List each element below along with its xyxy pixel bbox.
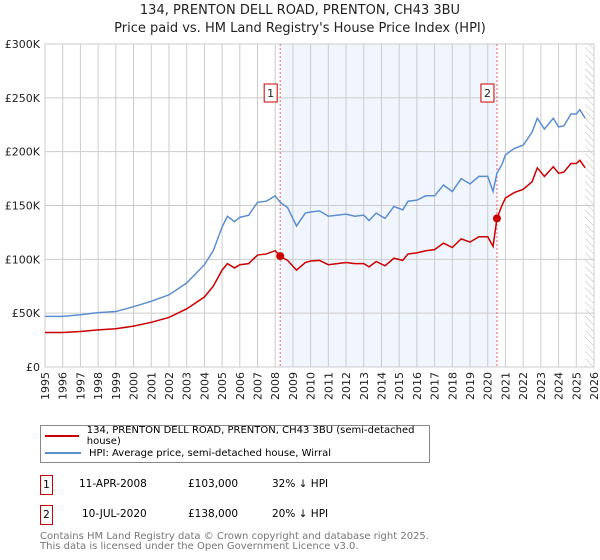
sale-label: 1 xyxy=(267,87,274,100)
y-tick-label: £0 xyxy=(26,361,40,374)
x-tick-label: 1997 xyxy=(74,372,87,400)
x-tick-label: 2015 xyxy=(393,372,406,400)
x-tick-label: 2026 xyxy=(588,372,600,400)
x-tick-label: 2023 xyxy=(535,372,548,400)
footer-licence: This data is licensed under the Open Gov… xyxy=(40,541,359,552)
x-tick-label: 1998 xyxy=(92,372,105,400)
x-tick-label: 2000 xyxy=(128,372,141,400)
x-tick-label: 2016 xyxy=(411,372,424,400)
legend-item-hpi: HPI: Average price, semi-detached house,… xyxy=(45,445,331,461)
price-chart: 1995 1996 1997 1998 1999 2000 2001 2002 2003 2004… xyxy=(5,38,600,400)
sale-marker-badge: 1 xyxy=(40,475,53,495)
sale-delta: 32% ↓ HPI xyxy=(272,478,329,490)
x-tick-label: 2021 xyxy=(499,372,512,400)
sale-price: £138,000 xyxy=(188,508,239,520)
red-line-swatch xyxy=(45,435,79,437)
hpi-line xyxy=(45,108,586,318)
x-tick-label: 2012 xyxy=(340,372,353,400)
sale-label: 2 xyxy=(484,87,491,100)
price-paid-line xyxy=(45,159,586,334)
y-tick-label: £100K xyxy=(5,253,41,266)
legend-item-property: 134, PRENTON DELL ROAD, PRENTON, CH43 3B… xyxy=(45,425,429,447)
x-tick-label: 2017 xyxy=(429,372,442,400)
plot-frame xyxy=(44,43,595,368)
sale-date: 11-APR-2008 xyxy=(79,478,147,490)
x-tick-label: 2008 xyxy=(269,372,282,400)
x-tick-label: 2022 xyxy=(517,372,530,400)
x-tick-label: 2013 xyxy=(358,372,371,400)
sale-price: £103,000 xyxy=(188,478,239,490)
sale-marker-badge: 2 xyxy=(40,505,53,525)
sale-date: 10-JUL-2020 xyxy=(82,508,147,520)
y-tick-label: £200K xyxy=(5,146,41,159)
y-tick-label: £150K xyxy=(5,200,41,213)
x-tick-label: 2007 xyxy=(252,372,265,400)
blue-line-swatch xyxy=(45,452,81,454)
x-tick-label: 1999 xyxy=(110,372,123,400)
x-tick-label: 2025 xyxy=(570,372,583,400)
x-tick-label: 2019 xyxy=(464,372,477,400)
x-tick-label: 2024 xyxy=(553,372,566,400)
y-tick-label: £250K xyxy=(5,92,41,105)
x-tick-label: 2005 xyxy=(216,372,229,400)
y-tick-label: £300K xyxy=(5,38,41,51)
x-tick-label: 2014 xyxy=(375,372,388,400)
footer-copyright: Contains HM Land Registry data © Crown c… xyxy=(40,531,429,542)
x-tick-label: 2010 xyxy=(305,372,318,400)
footer: Contains HM Land Registry data © Crown c… xyxy=(40,532,429,552)
chart-title: 134, PRENTON DELL ROAD, PRENTON, CH43 3B… xyxy=(139,3,461,18)
x-tick-label: 2006 xyxy=(234,372,247,400)
x-tick-label: 2001 xyxy=(145,372,158,400)
x-tick-label: 2011 xyxy=(322,372,335,400)
y-tick-label: £50K xyxy=(12,307,41,320)
chart-subtitle: Price paid vs. HM Land Registry's House … xyxy=(114,21,486,36)
x-tick-label: 2004 xyxy=(198,372,211,400)
x-tick-label: 2003 xyxy=(181,372,194,400)
sale-point xyxy=(492,214,501,223)
x-tick-label: 1996 xyxy=(57,372,70,400)
legend-label: 134, PRENTON DELL ROAD, PRENTON, CH43 3B… xyxy=(86,425,415,447)
sale-point xyxy=(276,252,285,261)
sale-label-box xyxy=(480,83,495,103)
sale-delta: 20% ↓ HPI xyxy=(272,508,329,520)
legend-label: HPI: Average price, semi-detached house,… xyxy=(89,447,332,459)
x-tick-label: 2002 xyxy=(163,372,176,400)
legend: 134, PRENTON DELL ROAD, PRENTON, CH43 3B… xyxy=(40,425,430,463)
x-tick-label: 2009 xyxy=(287,372,300,400)
x-tick-label: 2020 xyxy=(482,372,495,400)
x-tick-label: 1995 xyxy=(39,372,52,400)
x-tick-label: 2018 xyxy=(446,372,459,400)
sale-label-box xyxy=(263,83,278,103)
